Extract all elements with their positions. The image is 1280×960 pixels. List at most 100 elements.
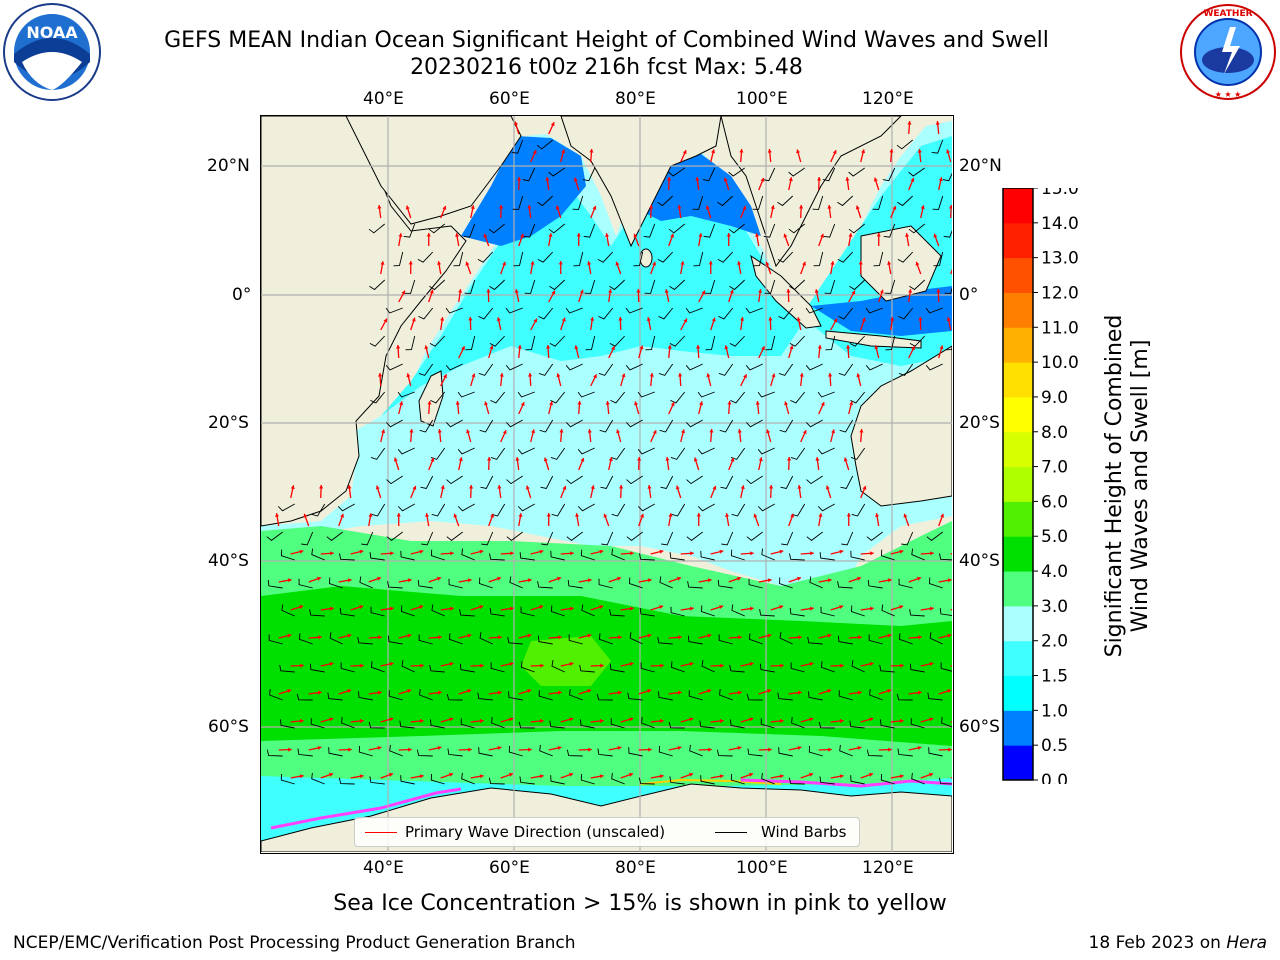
wave-direction-arrowhead [918, 317, 923, 321]
wind-barb [911, 548, 925, 561]
wave-direction-arrowhead [377, 690, 382, 695]
wave-direction-arrowhead [539, 549, 544, 554]
wave-direction-arrowhead [749, 606, 754, 611]
wave-direction-arrowhead [499, 373, 504, 377]
wind-barb [565, 363, 583, 371]
wind-barb [610, 718, 625, 729]
wind-barb [728, 167, 745, 177]
wind-barb [898, 363, 914, 376]
wave-direction-arrowhead [689, 662, 694, 666]
wave-direction-arrowhead [706, 373, 711, 378]
wind-barb [580, 549, 595, 561]
wave-direction-arrowhead [740, 317, 745, 321]
wave-direction-arrowhead [409, 429, 414, 433]
wind-barb [884, 279, 896, 294]
wave-direction-arrowhead [299, 605, 304, 609]
wave-direction-arrowhead [419, 605, 424, 609]
wind-barb [358, 691, 373, 701]
wind-barb [566, 531, 583, 541]
sea-ice-edge-yellow [640, 778, 782, 785]
wave-direction-arrowhead [573, 177, 578, 182]
wind-barb [385, 419, 403, 428]
wave-direction-arrowhead [659, 774, 664, 779]
wave-direction-arrowhead [796, 149, 801, 154]
wind-barb [508, 691, 523, 701]
wind-barb [298, 578, 313, 589]
wind-barb [565, 419, 583, 428]
colorbar-tick-label: 5.0 [1041, 527, 1068, 547]
wave-direction-arrowhead [368, 513, 373, 517]
wind-barb [885, 335, 896, 351]
wind-barb [669, 279, 686, 291]
wave-direction-arrowhead [453, 513, 458, 518]
colorbar-segment [1003, 710, 1033, 746]
wind-barb [805, 363, 823, 371]
wave-direction-arrowhead [761, 346, 765, 351]
wind-barb [896, 139, 913, 150]
wind-barb [517, 447, 535, 455]
wind-barb [505, 363, 523, 371]
wave-direction-arrowhead [317, 690, 322, 695]
wave-direction-arrowhead [647, 485, 652, 489]
wave-direction-arrowhead [920, 205, 925, 210]
wave-direction-arrowhead [377, 205, 382, 209]
wave-direction-arrowhead [360, 663, 364, 668]
wind-barb [464, 279, 476, 294]
wind-barb [609, 279, 626, 291]
wave-direction-arrowhead [347, 578, 352, 583]
wave-direction-arrowhead [947, 689, 952, 693]
wind-barb [839, 744, 853, 757]
wave-direction-arrowhead [780, 718, 784, 724]
wind-barb [404, 279, 416, 294]
wind-barb [753, 251, 764, 267]
wave-direction-arrowhead [530, 261, 535, 265]
wave-direction-arrowhead [753, 513, 758, 518]
wind-barb [609, 335, 626, 347]
wave-direction-arrowhead [579, 289, 584, 294]
wave-direction-arrowhead [889, 149, 894, 153]
wind-barb [882, 167, 896, 182]
wave-direction-arrowhead [611, 346, 615, 351]
gridlines [261, 116, 952, 852]
wave-direction-arrowhead [458, 457, 463, 462]
wave-direction-arrowhead [527, 689, 532, 693]
wave-direction-arrowhead [809, 662, 814, 666]
wind-barb [477, 251, 494, 263]
wind-barb [267, 579, 283, 589]
wave-direction-arrowhead [527, 578, 532, 583]
wind-barb [597, 251, 614, 263]
wave-direction-arrowhead [359, 605, 364, 609]
wave-direction-arrowhead [888, 747, 892, 752]
wave-direction-arrowhead [712, 486, 717, 490]
wind-barb [397, 391, 415, 398]
wind-barb [790, 391, 806, 404]
wave-direction-arrowhead [690, 551, 694, 556]
wind-barb [538, 363, 554, 376]
wave-direction-arrowhead [520, 233, 524, 238]
wave-direction-arrowhead [577, 401, 582, 405]
wind-barb [763, 223, 776, 238]
wind-barb [791, 717, 805, 729]
colorbar-segment [1003, 396, 1033, 433]
wind-barb [577, 447, 595, 455]
wind-barb [701, 605, 715, 617]
wind-barb [697, 391, 715, 398]
wind-barb [788, 777, 805, 785]
wind-barb [419, 689, 433, 701]
wave-direction-arrowhead [467, 689, 472, 693]
wind-barb [521, 661, 535, 673]
colorbar-tick-label: 12.0 [1041, 283, 1079, 303]
wind-barb [519, 552, 535, 561]
wave-direction-arrowhead [509, 717, 514, 722]
wave-direction-arrowhead [496, 317, 501, 321]
wind-barb [279, 664, 295, 673]
wave-direction-arrowhead [619, 485, 624, 489]
wave-direction-arrowhead [616, 429, 621, 434]
wind-barb [550, 775, 565, 785]
wave-direction-arrowhead [720, 663, 724, 668]
wind-barb [387, 635, 403, 645]
wave-direction-arrowhead [929, 717, 934, 722]
colorbar-tick-label: 1.5 [1041, 667, 1068, 687]
wind-barb [778, 363, 794, 376]
wind-barb [872, 195, 884, 210]
